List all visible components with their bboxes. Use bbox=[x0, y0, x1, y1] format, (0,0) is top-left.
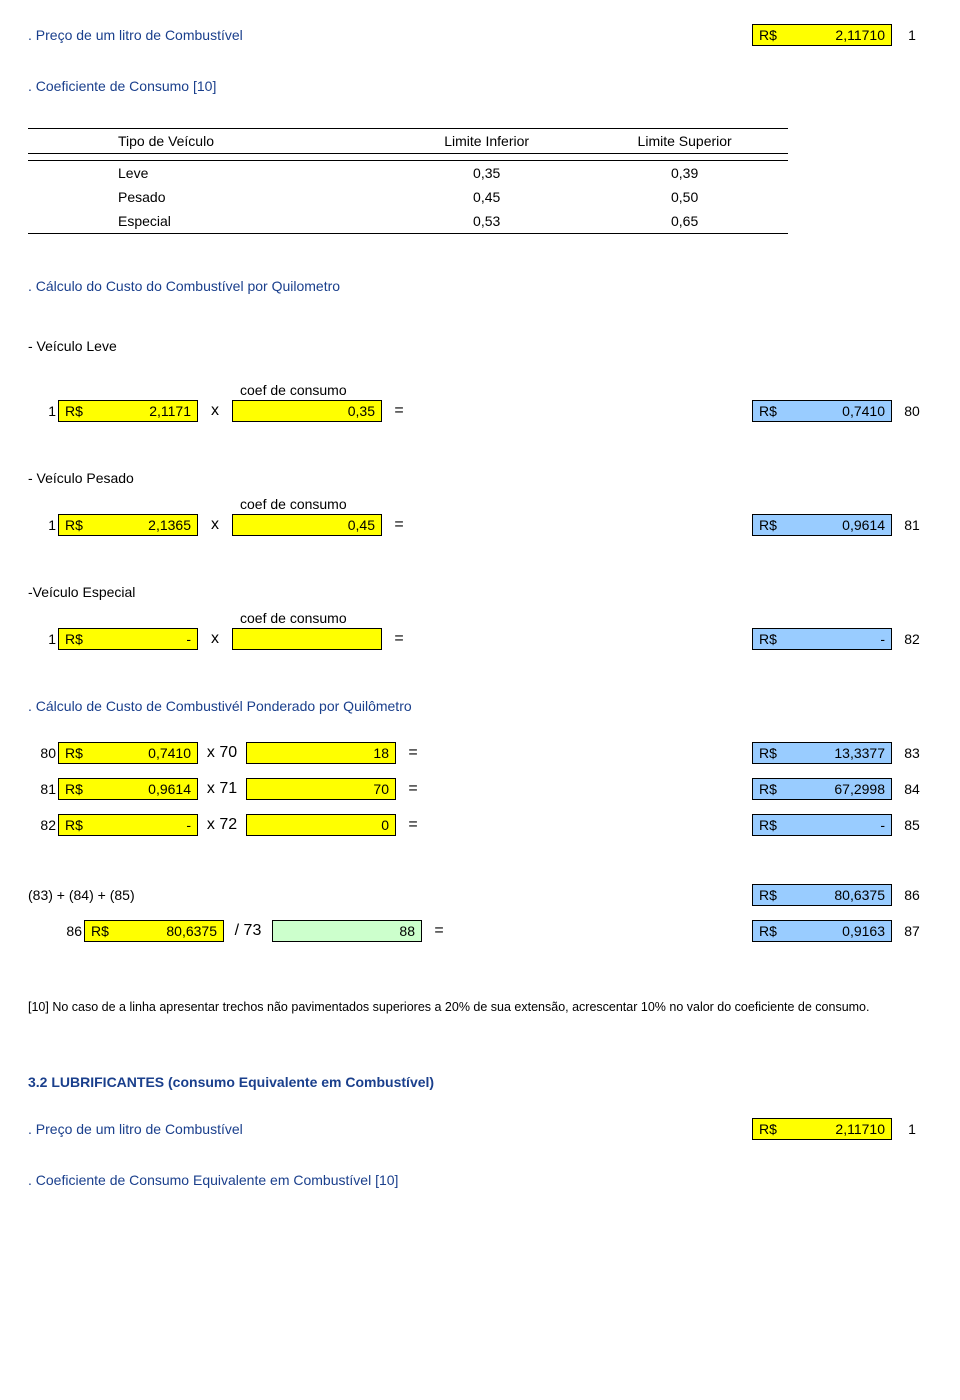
table-row: Pesado 0,45 0,50 bbox=[28, 185, 788, 209]
leve-coef: 0,35 bbox=[232, 400, 382, 422]
fuel-price-box: R$ 2,11710 bbox=[752, 24, 892, 46]
fuel-price-label: . Preço de um litro de Combustível bbox=[28, 27, 243, 43]
pesado-result: R$ 0,9614 bbox=[752, 514, 892, 536]
veiculo-especial-title: -Veículo Especial bbox=[28, 584, 932, 600]
fuel-price-row-2: . Preço de um litro de Combustível R$ 2,… bbox=[28, 1118, 932, 1140]
coef2-section-title: . Coeficiente de Consumo Equivalente em … bbox=[28, 1172, 932, 1188]
col-sup: Limite Superior bbox=[581, 129, 788, 154]
pond-row-3: 82 R$ - x 72 0 = R$ - 85 bbox=[28, 814, 932, 836]
pond-section-title: . Cálculo de Custo de Combustivél Ponder… bbox=[28, 698, 932, 714]
table-row: Especial 0,53 0,65 bbox=[28, 209, 788, 234]
col-tipo: Tipo de Veículo bbox=[28, 129, 392, 154]
fuel-price-label-2: . Preço de um litro de Combustível bbox=[28, 1121, 243, 1137]
calc-pesado-row: 1 R$ 2,1365 x 0,45 = R$ 0,9614 81 bbox=[28, 514, 932, 536]
veiculo-leve-title: - Veículo Leve bbox=[28, 338, 932, 354]
veiculo-pesado-title: - Veículo Pesado bbox=[28, 470, 932, 486]
especial-result: R$ - bbox=[752, 628, 892, 650]
fuel-price-box-2: R$ 2,11710 bbox=[752, 1118, 892, 1140]
coef-label: coef de consumo bbox=[240, 382, 932, 398]
table-row: Leve 0,35 0,39 bbox=[28, 161, 788, 186]
especial-price: R$ - bbox=[58, 628, 198, 650]
coef-label: coef de consumo bbox=[240, 496, 932, 512]
calc-section-title: . Cálculo do Custo do Combustível por Qu… bbox=[28, 278, 932, 294]
div-coef: 88 bbox=[272, 920, 422, 942]
leve-result: R$ 0,7410 bbox=[752, 400, 892, 422]
coef-label: coef de consumo bbox=[240, 610, 932, 626]
pesado-price: R$ 2,1365 bbox=[58, 514, 198, 536]
coef-section-title: . Coeficiente de Consumo [10] bbox=[28, 78, 932, 94]
calc-leve-row: 1 R$ 2,1171 x 0,35 = R$ 0,7410 80 bbox=[28, 400, 932, 422]
fuel-price-row: . Preço de um litro de Combustível R$ 2,… bbox=[28, 24, 932, 46]
pond-row-1: 80 R$ 0,7410 x 70 18 = R$ 13,3377 83 bbox=[28, 742, 932, 764]
col-inf: Limite Inferior bbox=[392, 129, 581, 154]
especial-coef bbox=[232, 628, 382, 650]
fuel-price-ref: 1 bbox=[892, 27, 932, 43]
sum-label: (83) + (84) + (85) bbox=[28, 887, 135, 903]
pond-row-2: 81 R$ 0,9614 x 71 70 = R$ 67,2998 84 bbox=[28, 778, 932, 800]
footnote-10: [10] No caso de a linha apresentar trech… bbox=[28, 1000, 932, 1014]
calc-especial-row: 1 R$ - x = R$ - 82 bbox=[28, 628, 932, 650]
div-row: 86 R$ 80,6375 / 73 88 = R$ 0,9163 87 bbox=[28, 920, 932, 942]
leve-price: R$ 2,1171 bbox=[58, 400, 198, 422]
lubrificantes-title: 3.2 LUBRIFICANTES (consumo Equivalente e… bbox=[28, 1074, 932, 1090]
sum-result: R$ 80,6375 bbox=[752, 884, 892, 906]
limits-table: Tipo de Veículo Limite Inferior Limite S… bbox=[28, 128, 788, 234]
pesado-coef: 0,45 bbox=[232, 514, 382, 536]
sum-row: (83) + (84) + (85) R$ 80,6375 86 bbox=[28, 884, 932, 906]
div-result: R$ 0,9163 bbox=[752, 920, 892, 942]
